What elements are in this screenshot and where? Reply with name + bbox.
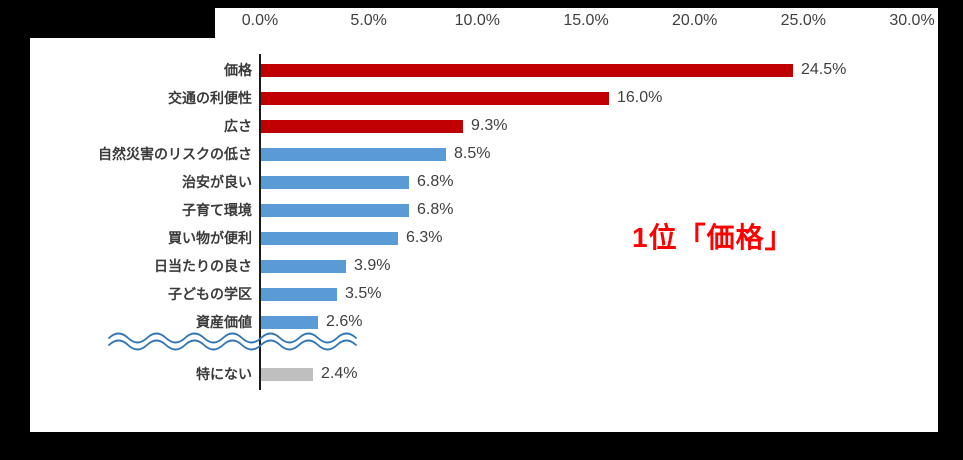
category-label: 自然災害のリスクの低さ	[98, 146, 252, 162]
value-label: 2.6%	[326, 313, 363, 330]
annotation-text: 1位「価格」	[632, 222, 794, 253]
bar	[261, 368, 313, 381]
category-label: 価格	[224, 62, 252, 78]
value-label: 6.8%	[417, 201, 454, 218]
value-label: 3.5%	[345, 285, 382, 302]
category-label: 治安が良い	[182, 174, 252, 190]
x-tick-label: 0.0%	[241, 12, 279, 29]
x-tick-label: 10.0%	[454, 12, 501, 29]
category-label: 広さ	[224, 118, 252, 134]
value-label: 3.9%	[354, 257, 391, 274]
category-label: 子どもの学区	[168, 286, 252, 302]
value-label: 2.4%	[321, 365, 358, 382]
bar	[261, 120, 463, 133]
category-label: 買い物が便利	[168, 230, 252, 246]
category-label: 特にない	[196, 366, 252, 382]
category-label: 交通の利便性	[168, 90, 252, 106]
value-label: 8.5%	[454, 145, 491, 162]
value-label: 6.3%	[406, 229, 443, 246]
category-label: 日当たりの良さ	[154, 258, 252, 274]
category-label: 子育て環境	[182, 202, 252, 218]
bar	[261, 288, 337, 301]
bar	[261, 64, 793, 77]
category-label: 資産価値	[196, 314, 252, 330]
value-label: 16.0%	[617, 89, 663, 106]
y-axis-line	[259, 54, 261, 390]
value-label: 24.5%	[801, 61, 847, 78]
bar	[261, 260, 346, 273]
x-tick-label: 30.0%	[889, 12, 935, 29]
x-tick-label: 20.0%	[671, 12, 718, 29]
axis-label-panel	[215, 8, 938, 38]
x-tick-label: 25.0%	[780, 12, 827, 29]
value-label: 6.8%	[417, 173, 454, 190]
value-label: 9.3%	[471, 117, 508, 134]
x-tick-label: 5.0%	[350, 12, 387, 29]
x-tick-label: 15.0%	[563, 12, 609, 29]
bar	[261, 316, 318, 329]
bar	[261, 204, 409, 217]
bar	[261, 232, 398, 245]
bar	[261, 92, 609, 105]
bar	[261, 176, 409, 189]
bar	[261, 148, 446, 161]
axis-break-squiggle-icon	[108, 332, 357, 351]
